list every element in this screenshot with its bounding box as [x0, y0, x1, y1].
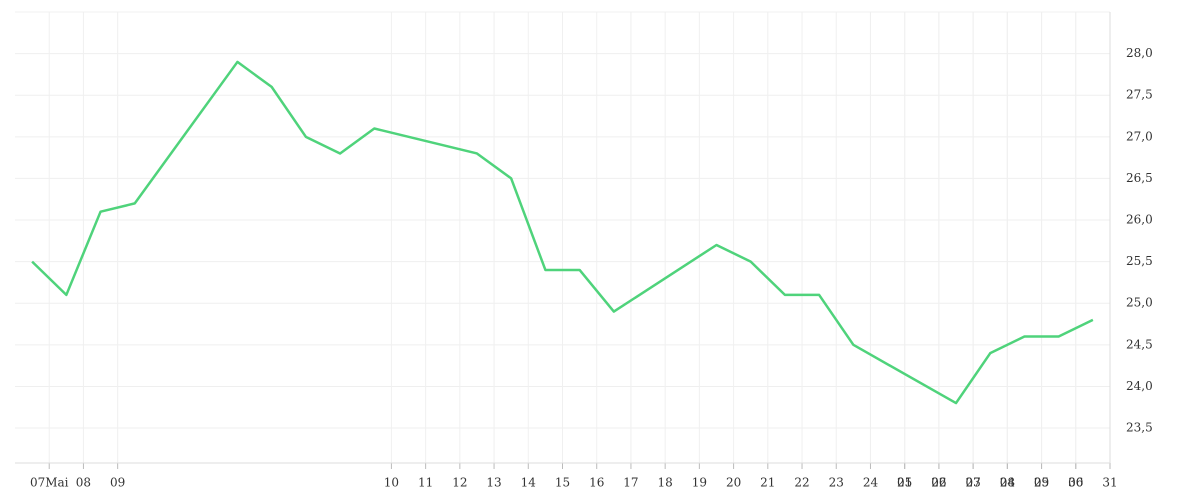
x-tick-label: 12 [452, 476, 467, 490]
y-tick-label: 27,5 [1126, 88, 1153, 102]
x-tick-label: 23 [829, 476, 844, 490]
y-tick-label: 28,0 [1126, 46, 1153, 60]
x-tick-label: 30 [1068, 476, 1083, 490]
x-tick-label: 24 [863, 476, 879, 490]
x-tick-label: 03 [965, 476, 980, 490]
x-tick-label: 01 [897, 476, 912, 490]
x-tick-label: 14 [521, 476, 537, 490]
x-tick-label: 18 [658, 476, 673, 490]
line [31, 60, 1094, 405]
x-tick-label: 06 [1068, 476, 1083, 490]
x-tick-label: 08 [76, 476, 91, 490]
y-tick-label: 26,5 [1126, 171, 1153, 185]
x-tick-label: 20 [726, 476, 741, 490]
y-tick-label: 25,5 [1126, 254, 1153, 268]
x-tick-label: 15 [555, 476, 570, 490]
x-tick-label: 31 [1102, 476, 1117, 490]
x-tick-label: 26 [931, 476, 946, 490]
x-tick-label: 13 [486, 476, 501, 490]
y-tick-label: 25,0 [1126, 296, 1153, 310]
x-tick-label: 21 [760, 476, 775, 490]
y-tick-label: 23,5 [1126, 421, 1153, 435]
x-tick-label: 27 [965, 476, 980, 490]
x-tick-label: 16 [589, 476, 604, 490]
y-tick-label: 27,0 [1126, 129, 1153, 143]
x-tick-label: 10 [384, 476, 399, 490]
y-tick-label: 24,5 [1126, 337, 1153, 351]
x-tick-label: 09 [110, 476, 125, 490]
y-tick-label: 24,0 [1126, 379, 1153, 393]
x-tick-label: 04 [1000, 476, 1016, 490]
x-tick-label: 29 [1034, 476, 1049, 490]
y-tick-label: 26,0 [1126, 213, 1153, 227]
x-tick-label: 07Mai [30, 476, 69, 490]
x-tick-label: 11 [418, 476, 433, 490]
x-tick-label: 28 [1000, 476, 1015, 490]
x-tick-label: 05 [1034, 476, 1049, 490]
x-tick-label: 02 [931, 476, 946, 490]
x-tick-label: 22 [794, 476, 809, 490]
x-tick-label: 25 [897, 476, 912, 490]
x-tick-label: 17 [623, 476, 638, 490]
x-tick-label: 19 [692, 476, 707, 490]
